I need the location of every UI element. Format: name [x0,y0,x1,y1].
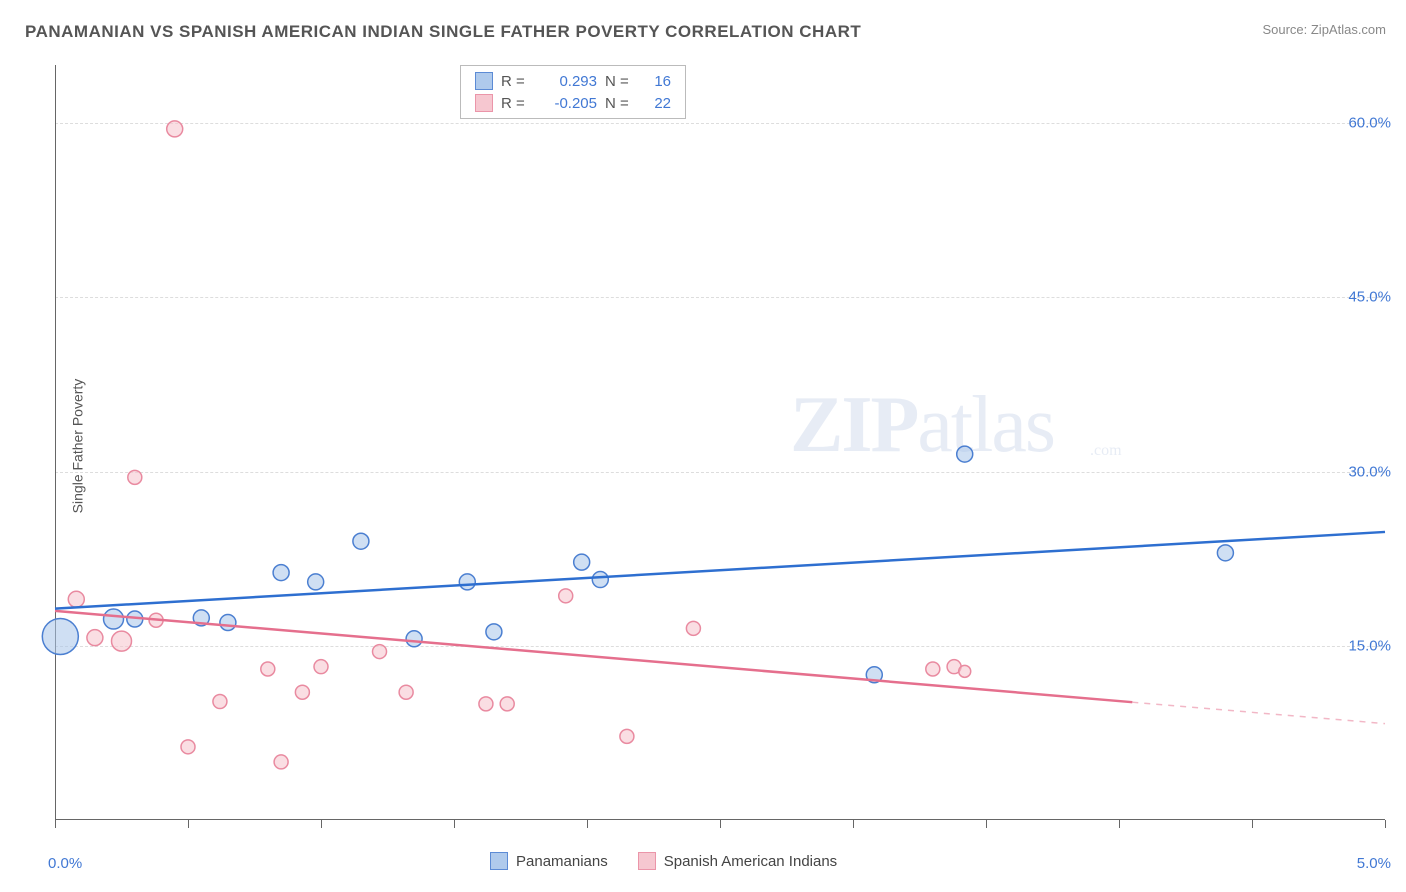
source-label: Source: ZipAtlas.com [1262,22,1386,37]
x-tick [1119,820,1120,828]
legend-label-pink: Spanish American Indians [664,853,837,870]
data-point [479,697,493,711]
n-label: N = [605,73,633,90]
r-label: R = [501,95,529,112]
source-link[interactable]: ZipAtlas.com [1311,22,1386,37]
chart-container: PANAMANIAN VS SPANISH AMERICAN INDIAN SI… [0,0,1406,892]
data-point [128,470,142,484]
data-point [500,697,514,711]
series-blue-points [42,446,1233,683]
x-tick [720,820,721,828]
data-point [274,755,288,769]
data-point [399,685,413,699]
x-tick [853,820,854,828]
legend-item-blue: Panamanians [490,852,608,870]
n-value-blue: 16 [641,73,671,90]
chart-title: PANAMANIAN VS SPANISH AMERICAN INDIAN SI… [25,22,861,42]
x-tick [55,820,56,828]
bottom-legend: Panamanians Spanish American Indians [490,852,837,870]
data-point [112,631,132,651]
data-point [295,685,309,699]
x-tick [1252,820,1253,828]
data-point [486,624,502,640]
data-point [592,572,608,588]
data-point [406,631,422,647]
data-point [373,645,387,659]
r-value-pink: -0.205 [537,95,597,112]
data-point [620,729,634,743]
swatch-pink [475,94,493,112]
data-point [273,565,289,581]
trend-line-solid [55,611,1132,702]
data-point [261,662,275,676]
data-point [559,589,573,603]
data-point [167,121,183,137]
scatter-plot [55,65,1385,820]
data-point [68,591,84,607]
x-tick-label-min: 0.0% [48,855,82,872]
swatch-pink [638,852,656,870]
swatch-blue [490,852,508,870]
x-tick [454,820,455,828]
swatch-blue [475,72,493,90]
data-point [459,574,475,590]
legend-label-blue: Panamanians [516,853,608,870]
data-point [353,533,369,549]
data-point [87,630,103,646]
trend-lines [55,532,1385,724]
source-prefix: Source: [1262,22,1310,37]
data-point [959,665,971,677]
x-tick [986,820,987,828]
legend-item-pink: Spanish American Indians [638,852,837,870]
r-label: R = [501,73,529,90]
data-point [957,446,973,462]
n-label: N = [605,95,633,112]
x-tick [587,820,588,828]
correlation-legend-row-pink: R = -0.205 N = 22 [461,92,685,114]
data-point [308,574,324,590]
n-value-pink: 22 [641,95,671,112]
series-pink-points [68,121,970,769]
x-tick [321,820,322,828]
correlation-legend: R = 0.293 N = 16 R = -0.205 N = 22 [460,65,686,119]
data-point [1217,545,1233,561]
r-value-blue: 0.293 [537,73,597,90]
trend-line-dashed [1132,702,1385,723]
correlation-legend-row-blue: R = 0.293 N = 16 [461,70,685,92]
trend-line-solid [55,532,1385,609]
data-point [220,615,236,631]
x-tick-label-max: 5.0% [1357,855,1391,872]
data-point [314,660,328,674]
data-point [181,740,195,754]
data-point [686,621,700,635]
data-point [42,618,78,654]
data-point [574,554,590,570]
data-point [926,662,940,676]
x-tick [188,820,189,828]
x-tick [1385,820,1386,828]
data-point [104,609,124,629]
data-point [213,695,227,709]
